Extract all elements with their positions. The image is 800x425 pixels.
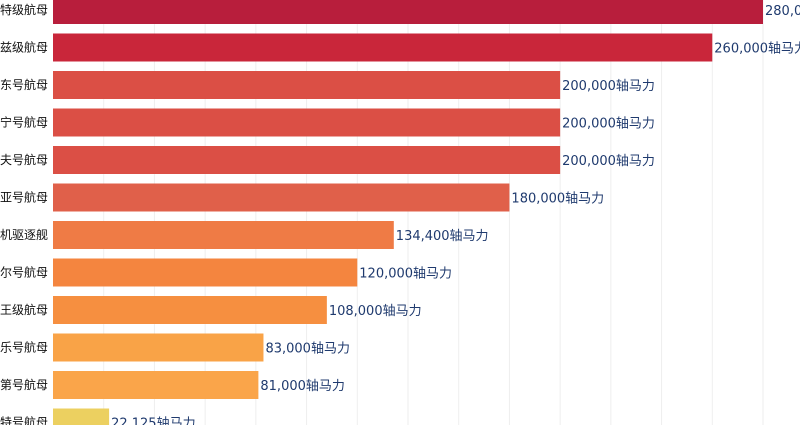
bar (53, 183, 510, 212)
category-label: 兹级航母 (0, 40, 48, 55)
value-label: 280,000轴马力 (765, 4, 800, 19)
value-label: 260,000轴马力 (714, 42, 800, 57)
value-label: 200,000轴马力 (562, 117, 655, 132)
value-label: 81,000轴马力 (260, 379, 345, 394)
bar (53, 0, 763, 24)
bar (53, 296, 327, 324)
category-label: 特号航母 (0, 415, 48, 425)
bar (53, 108, 561, 137)
bar (53, 258, 358, 287)
value-label: 200,000轴马力 (562, 79, 655, 94)
category-label: 乐号航母 (0, 340, 48, 355)
value-label: 120,000轴马力 (359, 267, 452, 282)
category-label: 王级航母 (0, 302, 48, 317)
bar (53, 408, 110, 425)
bar (53, 333, 264, 362)
value-label: 108,000轴马力 (329, 304, 422, 319)
value-label: 134,400轴马力 (396, 229, 489, 244)
category-label: 机驱逐舰 (0, 228, 48, 242)
bar (53, 146, 561, 174)
category-label: 尔号航母 (0, 265, 48, 280)
value-label: 83,000轴马力 (265, 342, 350, 357)
value-label: 200,000轴马力 (562, 154, 655, 169)
bar (53, 33, 713, 62)
value-label: 180,000轴马力 (511, 192, 604, 207)
gridlines (103, 0, 764, 425)
category-label: 亚号航母 (0, 190, 48, 205)
bar (53, 371, 259, 399)
category-label: 东号航母 (0, 77, 48, 92)
bar (53, 221, 394, 249)
category-label: 特级航母 (0, 2, 48, 17)
value-label: 22,125轴马力 (111, 417, 196, 425)
category-label: 夫号航母 (0, 152, 48, 167)
bars (53, 0, 763, 425)
bar (53, 71, 561, 99)
category-label: 宁号航母 (0, 115, 48, 130)
category-label: 第号航母 (0, 377, 48, 392)
